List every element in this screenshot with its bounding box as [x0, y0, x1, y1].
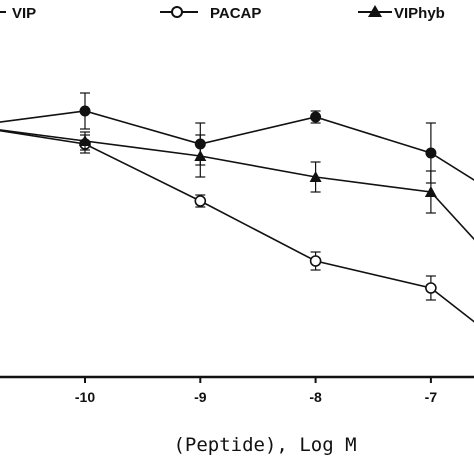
legend-entry-vip: VIP	[0, 5, 36, 22]
x-axis-ticks	[84, 377, 432, 383]
data-point-vip	[310, 111, 322, 123]
data-point-viphyb	[194, 150, 207, 161]
data-point-vip	[425, 147, 437, 159]
data-point-vip	[79, 105, 91, 117]
series-line-pacap	[0, 129, 474, 323]
series-line-vip	[0, 110, 474, 181]
x-tick-label: -8	[309, 389, 322, 405]
data-point-pacap	[309, 255, 322, 267]
data-point-viphyb	[424, 186, 437, 197]
legend-marker-pacap	[171, 6, 183, 18]
legend: VIP PACAP VIPhyb	[0, 5, 445, 22]
plot-area	[0, 92, 474, 323]
legend-marker-viphyb	[368, 5, 382, 17]
legend-label-viphyb: VIPhyb	[394, 5, 445, 22]
x-tick-label: -7	[425, 389, 438, 405]
legend-entry-viphyb: VIPhyb	[358, 5, 445, 22]
series-line-viphyb	[0, 129, 474, 241]
data-point-viphyb	[309, 171, 322, 182]
legend-label-pacap: PACAP	[210, 5, 261, 22]
data-point-pacap	[425, 282, 437, 294]
x-tick-label: -9	[194, 389, 207, 405]
x-axis-tick-labels: -10 -9 -8 -7	[75, 389, 437, 405]
data-point-viphyb	[79, 135, 91, 146]
legend-entry-pacap: PACAP	[160, 5, 261, 22]
data-point-pacap	[194, 195, 207, 207]
series-vip	[0, 92, 474, 184]
legend-label-vip: VIP	[12, 5, 36, 22]
series-viphyb	[0, 129, 474, 241]
x-tick-label: -10	[75, 389, 95, 405]
series-pacap	[0, 129, 474, 323]
x-axis-title: (Peptide), Log M	[173, 434, 356, 456]
